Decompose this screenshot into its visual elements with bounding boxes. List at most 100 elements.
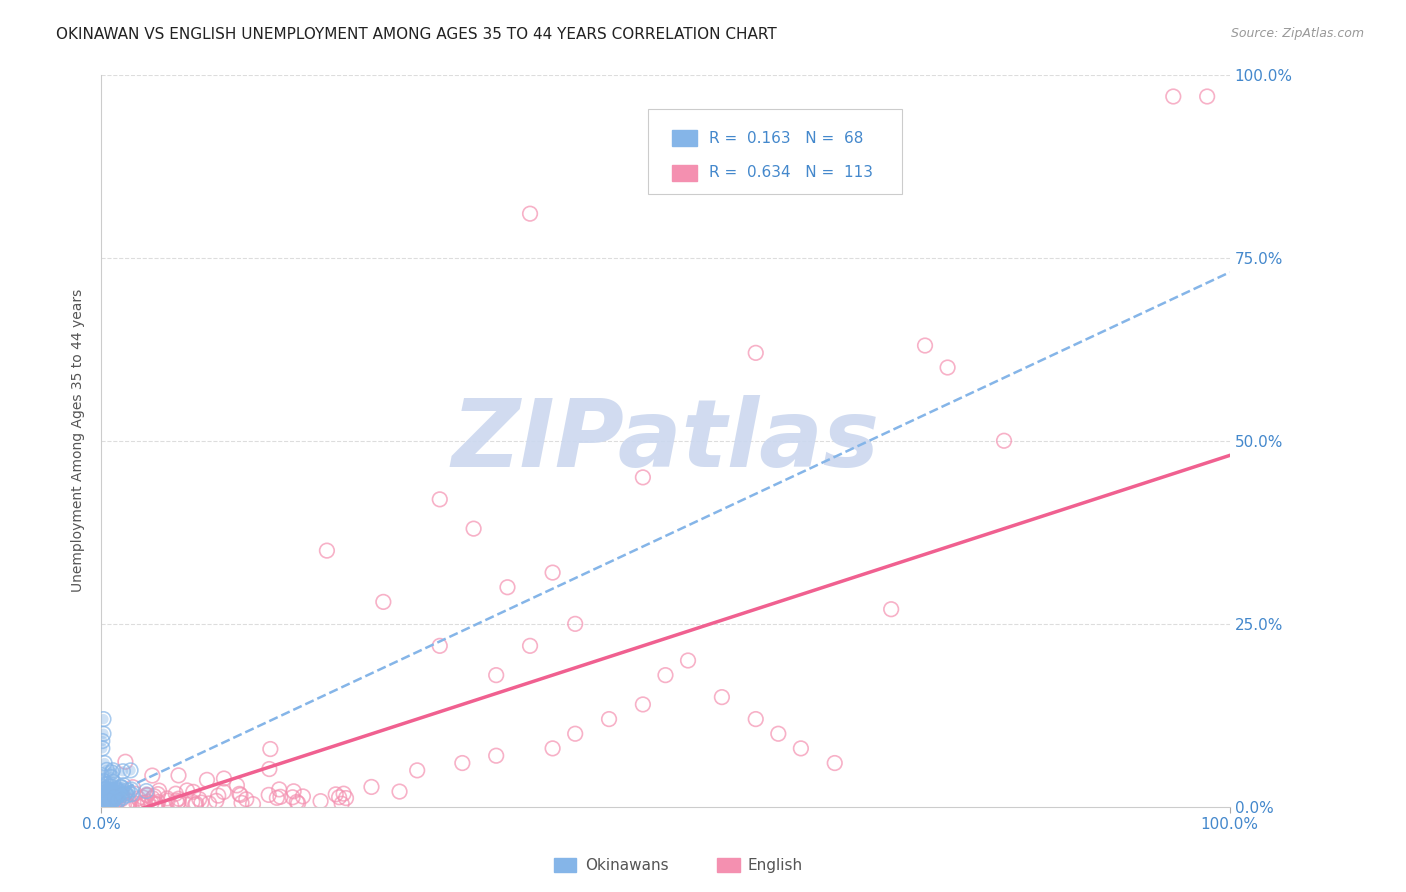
Point: [114, 786, 136, 800]
Point: [104, 795, 127, 809]
Point: [451, 756, 474, 770]
Point: [127, 791, 149, 805]
Point: [146, 795, 169, 809]
Point: [94, 782, 117, 797]
Point: [156, 794, 179, 808]
Point: [120, 788, 142, 802]
Point: [98, 794, 121, 808]
Point: [90, 792, 112, 806]
Point: [165, 787, 187, 801]
Point: [115, 789, 138, 803]
Point: [228, 787, 250, 801]
Point: [101, 791, 124, 805]
Point: [132, 796, 155, 810]
Point: [91, 791, 114, 805]
Point: [103, 789, 125, 803]
Point: [266, 790, 288, 805]
Point: [485, 668, 508, 682]
Text: R =  0.163   N =  68: R = 0.163 N = 68: [709, 130, 863, 145]
Point: [745, 712, 768, 726]
Point: [98, 783, 121, 797]
Point: [105, 782, 128, 797]
Point: [105, 790, 128, 805]
Text: English: English: [748, 858, 803, 872]
Point: [100, 785, 122, 799]
Point: [328, 790, 350, 805]
Point: [105, 795, 128, 809]
Point: [496, 580, 519, 594]
Point: [111, 790, 134, 805]
Point: [105, 788, 128, 802]
Point: [93, 712, 115, 726]
Point: [96, 782, 118, 797]
Point: [105, 781, 128, 796]
Point: [101, 792, 124, 806]
Point: [110, 780, 132, 794]
Point: [235, 792, 257, 806]
Text: OKINAWAN VS ENGLISH UNEMPLOYMENT AMONG AGES 35 TO 44 YEARS CORRELATION CHART: OKINAWAN VS ENGLISH UNEMPLOYMENT AMONG A…: [56, 27, 778, 42]
Point: [914, 338, 936, 352]
Point: [98, 796, 121, 810]
Point: [148, 783, 170, 797]
Point: [96, 787, 118, 801]
Point: [97, 797, 120, 811]
Point: [94, 786, 117, 800]
Point: [93, 712, 115, 726]
Point: [176, 783, 198, 797]
Point: [101, 764, 124, 778]
Point: [269, 789, 291, 804]
Point: [117, 783, 139, 797]
Point: [184, 797, 207, 812]
Point: [104, 785, 127, 799]
Point: [101, 765, 124, 780]
Point: [141, 796, 163, 810]
Point: [93, 793, 115, 807]
Point: [94, 789, 117, 804]
Point: [112, 778, 135, 792]
Point: [373, 595, 395, 609]
Point: [1161, 89, 1184, 103]
Text: R =  0.634   N =  113: R = 0.634 N = 113: [709, 165, 873, 180]
Point: [181, 795, 204, 809]
Point: [188, 792, 211, 806]
Point: [285, 795, 308, 809]
Point: [936, 360, 959, 375]
Point: [90, 792, 112, 806]
Point: [110, 780, 132, 795]
Point: [115, 789, 138, 803]
Point: [93, 796, 115, 810]
Point: [143, 789, 166, 804]
Point: [104, 791, 127, 805]
Point: [564, 616, 586, 631]
Point: [115, 798, 138, 813]
Y-axis label: Unemployment Among Ages 35 to 44 years: Unemployment Among Ages 35 to 44 years: [72, 289, 86, 592]
Point: [198, 797, 221, 811]
Point: [101, 765, 124, 780]
Point: [125, 797, 148, 811]
Point: [90, 768, 112, 782]
Point: [90, 796, 112, 810]
Point: [226, 778, 249, 792]
Point: [564, 727, 586, 741]
Point: [388, 784, 411, 798]
Point: [429, 639, 451, 653]
Point: [325, 788, 347, 802]
Point: [654, 668, 676, 682]
Point: [93, 773, 115, 788]
Point: [541, 741, 564, 756]
Point: [97, 797, 120, 811]
Point: [96, 797, 118, 812]
Point: [335, 791, 357, 805]
Point: [93, 756, 115, 770]
Point: [135, 788, 157, 802]
Point: [118, 798, 141, 813]
Point: [105, 789, 128, 803]
Point: [94, 789, 117, 804]
Point: [100, 770, 122, 784]
Point: [98, 796, 121, 810]
Point: [259, 742, 281, 756]
Point: [186, 797, 208, 811]
Point: [111, 764, 134, 779]
Point: [141, 768, 163, 782]
Point: [132, 797, 155, 812]
